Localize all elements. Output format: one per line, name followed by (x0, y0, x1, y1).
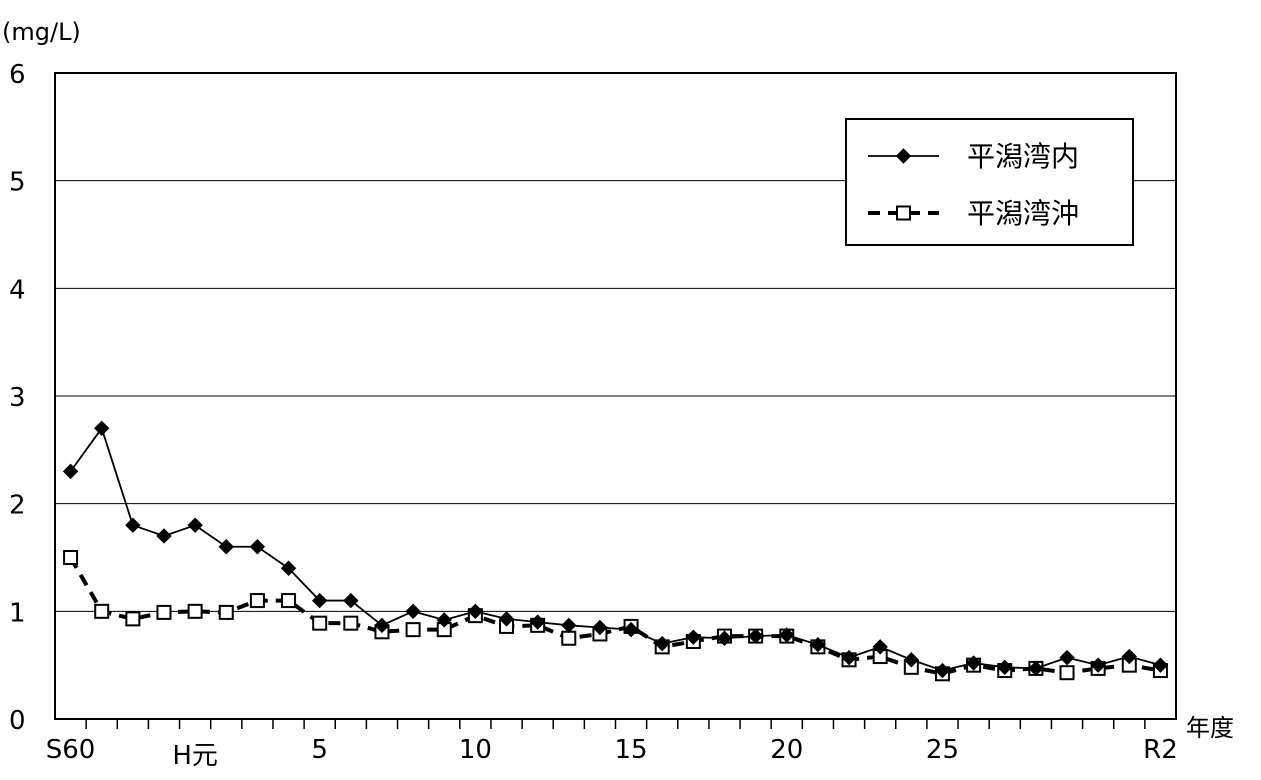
data-point-平潟湾内-19 (747, 628, 764, 644)
data-point-平潟湾内-R2 (1152, 657, 1169, 673)
data-point-平潟湾内-13 (561, 617, 577, 634)
axes: 0 1 2 3 4 5 6 (mg/L) S60 H元 5 10 15 20 25 R2 年度 (2, 18, 1234, 771)
x-tick-label-5: 5 (311, 735, 328, 765)
y-tick-label-5: 5 (9, 168, 26, 198)
series-line-平潟湾内 (69, 427, 1161, 672)
data-point-平潟湾内-30 (1090, 657, 1106, 673)
data-point-平潟湾沖-3 (249, 593, 265, 609)
data-point-平潟湾内-21 (810, 637, 826, 653)
data-point-平潟湾内-12 (529, 614, 546, 630)
data-point-平潟湾沖-63 (156, 604, 172, 620)
x-axis-label: 年度 (1186, 714, 1234, 742)
legend-label-平潟湾沖: 平潟湾沖 (967, 197, 1079, 230)
data-point-平潟湾内-25 (934, 662, 951, 679)
data-point-平潟湾内-H元 (187, 517, 203, 533)
data-point-平潟湾内-63 (156, 528, 172, 544)
data-point-平潟湾沖-5 (312, 615, 328, 631)
series-平潟湾沖 (63, 550, 1168, 682)
data-point-平潟湾沖-13 (561, 630, 577, 646)
data-point-平潟湾沖-S60 (63, 550, 79, 565)
series-line-平潟湾沖 (68, 556, 1161, 676)
data-point-平潟湾沖-8 (405, 622, 421, 638)
data-point-平潟湾内-4 (280, 560, 297, 576)
data-point-平潟湾沖-61 (94, 603, 110, 619)
data-point-平潟湾内-62 (125, 517, 141, 533)
data-point-平潟湾内-5 (311, 592, 328, 609)
x-tick-label-R2: R2 (1143, 735, 1178, 765)
data-point-平潟湾内-6 (343, 592, 359, 609)
data-point-平潟湾内-27 (997, 659, 1013, 676)
y-tick-label-2: 2 (9, 491, 26, 521)
y-tick-label-4: 4 (9, 275, 26, 305)
data-point-平潟湾内-24 (903, 652, 920, 668)
x-tick-label-10: 10 (459, 735, 492, 765)
legend-label-平潟湾内: 平潟湾内 (967, 140, 1079, 173)
data-point-平潟湾沖-62 (125, 611, 141, 627)
data-point-平潟湾内-S60 (62, 463, 79, 480)
data-point-平潟湾内-16 (654, 635, 670, 652)
data-point-平潟湾内-17 (685, 629, 702, 645)
data-point-平潟湾内-2 (218, 539, 234, 555)
data-point-平潟湾内-3 (249, 539, 266, 555)
legend-marker-平潟湾内 (895, 148, 912, 164)
data-point-平潟湾内-14 (592, 619, 608, 636)
data-point-平潟湾内-23 (872, 639, 888, 655)
data-point-平潟湾内-8 (405, 603, 421, 620)
plot-series (62, 420, 1169, 682)
series-平潟湾内 (62, 420, 1169, 679)
x-tick-label-15: 15 (615, 735, 648, 765)
y-tick-label-1: 1 (9, 598, 26, 628)
data-point-平潟湾内-22 (841, 649, 857, 666)
y-axis-label: (mg/L) (2, 18, 81, 46)
x-tick-label-25: 25 (926, 735, 959, 765)
data-point-平潟湾沖-H元 (187, 603, 203, 619)
data-point-平潟湾内-28 (1028, 660, 1044, 677)
x-tick-label-S60: S60 (46, 735, 96, 765)
data-point-平潟湾内-20 (779, 627, 795, 643)
data-point-平潟湾内-9 (436, 612, 452, 628)
data-point-平潟湾内-61 (94, 420, 110, 437)
data-point-平潟湾内-15 (623, 621, 639, 638)
data-point-平潟湾内-18 (716, 630, 733, 646)
data-point-平潟湾内-10 (467, 603, 484, 620)
data-point-平潟湾内-R元 (1121, 648, 1137, 665)
x-tick-label-H元: H元 (172, 741, 218, 771)
data-point-平潟湾内-26 (965, 655, 982, 671)
data-point-平潟湾内-29 (1059, 649, 1075, 666)
data-point-平潟湾沖-2 (218, 604, 234, 620)
x-tick-label-20: 20 (770, 735, 803, 765)
y-tick-label-6: 6 (9, 60, 26, 90)
data-point-平潟湾沖-4 (281, 593, 297, 609)
y-tick-label-0: 0 (9, 706, 26, 736)
data-point-平潟湾内-11 (498, 611, 515, 627)
data-point-平潟湾沖-6 (343, 615, 359, 631)
legend-marker-平潟湾沖 (896, 205, 911, 221)
legend-box (845, 118, 1134, 246)
grid-lines (55, 180, 1176, 612)
data-point-平潟湾内-7 (374, 617, 390, 634)
data-point-平潟湾沖-29 (1059, 665, 1075, 681)
y-tick-label-3: 3 (9, 383, 26, 413)
